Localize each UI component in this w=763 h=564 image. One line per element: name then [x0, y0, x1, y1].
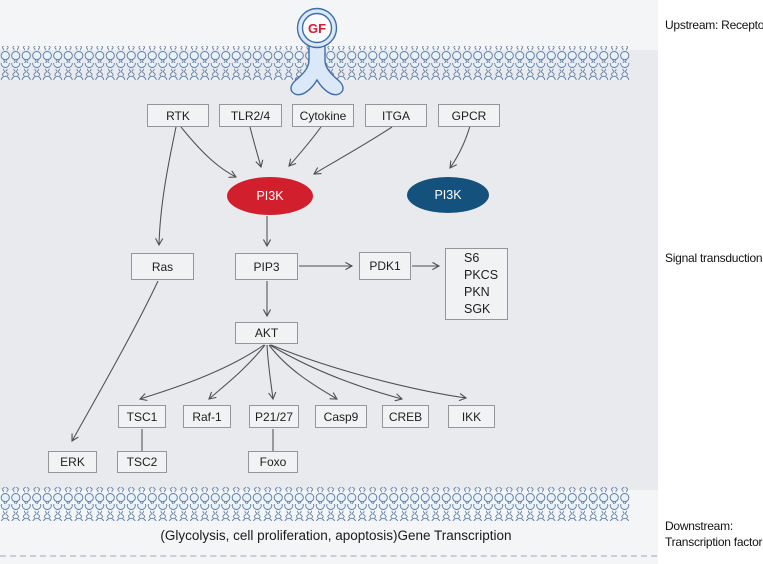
- side-label-downstream-line1: Downstream:: [665, 519, 733, 533]
- node-ras: Ras: [131, 253, 194, 280]
- node-p2127: P21/27: [249, 405, 299, 428]
- arrow-tlr-to-pi3k: [249, 126, 264, 169]
- arrow-akt-to-tsc1: [138, 344, 265, 401]
- pi3k-active-label: PI3K: [256, 189, 284, 203]
- pathway-graphics-layer: GF: [0, 7, 630, 521]
- side-label-signal-transduction: Signal transduction: [665, 251, 763, 265]
- node-erk: ERK: [48, 451, 97, 473]
- arrow-rtk-to-ras: [155, 126, 177, 247]
- arrow-akt-to-p2127: [266, 344, 277, 401]
- node-creb: CREB: [382, 405, 429, 428]
- node-akt: AKT: [235, 322, 298, 344]
- pdk1-target-s6: S6: [464, 251, 480, 265]
- growth-factor-receptor-icon: GF: [290, 7, 344, 96]
- node-pip3: PIP3: [235, 253, 298, 280]
- pdk1-target-pkn: PKN: [464, 285, 490, 299]
- node-raf1: Raf-1: [183, 405, 231, 428]
- growth-factor-label: GF: [308, 21, 326, 36]
- arrow-cytokine-to-pi3k: [288, 126, 322, 167]
- node-tsc1: TSC1: [118, 405, 166, 428]
- arrow-ras-to-erk: [71, 280, 159, 442]
- arrow-rtk-to-pi3k: [180, 126, 238, 178]
- pi3k-inactive-label: PI3K: [434, 188, 462, 202]
- gene-transcription-caption: (Glycolysis, cell proliferation, apoptos…: [160, 528, 512, 543]
- node-tsc2: TSC2: [117, 451, 167, 473]
- node-cytokine: Cytokine: [292, 104, 354, 127]
- side-label-downstream: Downstream: Transcription factor: [665, 518, 763, 550]
- side-label-upstream: Upstream: Receptor: [665, 18, 763, 32]
- node-pdk1: PDK1: [359, 252, 411, 280]
- node-casp9: Casp9: [315, 405, 367, 428]
- arrow-akt-to-creb: [269, 344, 404, 402]
- node-itga: ITGA: [365, 104, 427, 127]
- pdk1-target-pkcs: PKCS: [464, 268, 499, 282]
- nuclear-membrane-bottom: [0, 487, 630, 521]
- node-foxo: Foxo: [248, 451, 298, 473]
- node-gpcr: GPCR: [438, 104, 500, 127]
- pdk1-target-sgk: SGK: [464, 302, 491, 316]
- arrow-gpcr-to-pi3k-inactive: [449, 125, 471, 169]
- bottom-dashed-divider: [0, 555, 657, 557]
- arrow-akt-to-ikk: [270, 344, 468, 402]
- node-rtk: RTK: [147, 104, 209, 127]
- diagram-canvas: GF: [0, 0, 658, 564]
- node-pdk1-target-group: S6 PKCS PKN SGK: [445, 248, 508, 320]
- pi3k-active-ellipse: [227, 177, 313, 215]
- node-tlr24: TLR2/4: [219, 104, 282, 127]
- arrow-akt-to-raf1: [208, 344, 266, 400]
- arrow-akt-to-casp9: [268, 344, 338, 400]
- arrow-itga-to-pi3k: [313, 126, 393, 175]
- side-label-downstream-line2: Transcription factor: [665, 535, 763, 549]
- pi3k-inactive-ellipse: [407, 177, 489, 213]
- node-ikk: IKK: [448, 405, 495, 428]
